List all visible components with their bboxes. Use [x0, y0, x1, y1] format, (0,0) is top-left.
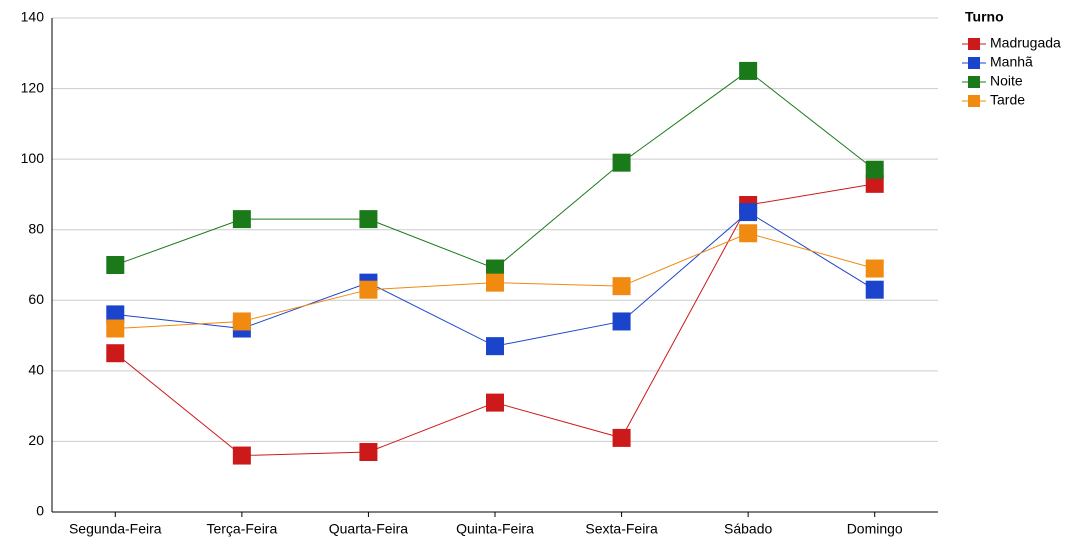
legend-marker	[968, 38, 980, 50]
point	[612, 428, 631, 447]
point	[232, 446, 251, 465]
y-tick-label: 60	[28, 291, 44, 307]
y-tick-label: 80	[28, 220, 44, 236]
legend-label: Tarde	[990, 92, 1025, 108]
y-tick-label: 120	[21, 79, 45, 95]
x-tick-label: Quinta-Feira	[456, 521, 534, 537]
x-tick-label: Segunda-Feira	[69, 521, 162, 537]
point	[106, 344, 125, 363]
point	[486, 337, 504, 356]
x-tick-label: Domingo	[847, 521, 903, 537]
point	[865, 259, 884, 278]
legend-marker	[968, 57, 980, 69]
point	[232, 312, 251, 331]
y-tick-label: 0	[36, 503, 44, 519]
y-tick-label: 140	[21, 9, 45, 25]
y-tick-label: 100	[21, 150, 45, 166]
x-tick-label: Quarta-Feira	[329, 521, 409, 537]
point	[106, 256, 125, 274]
point	[486, 393, 504, 412]
point	[359, 210, 378, 229]
legend-label: Madrugada	[990, 35, 1061, 51]
point	[865, 160, 884, 179]
point	[612, 312, 631, 331]
point	[865, 280, 884, 299]
legend-marker	[968, 95, 980, 107]
point	[486, 259, 504, 278]
point	[612, 277, 631, 296]
x-tick-label: Sexta-Feira	[585, 521, 658, 537]
legend-title: Turno	[965, 9, 1004, 25]
series-line	[115, 70, 876, 270]
x-tick-label: Terça-Feira	[206, 521, 277, 537]
legend-label: Manhã	[990, 54, 1033, 70]
legend-label: Noite	[990, 73, 1023, 89]
point	[739, 61, 758, 80]
point	[739, 203, 758, 222]
point	[612, 153, 631, 172]
legend-marker	[968, 76, 980, 88]
y-tick-label: 40	[28, 362, 44, 378]
point	[106, 319, 125, 338]
point	[106, 305, 125, 324]
series-line	[114, 183, 875, 457]
point	[232, 210, 251, 229]
point	[359, 443, 378, 462]
point	[486, 273, 504, 292]
point	[865, 174, 884, 193]
point	[739, 224, 758, 243]
x-tick-label: Sábado	[724, 521, 772, 537]
point	[359, 280, 378, 299]
y-tick-label: 20	[28, 432, 44, 448]
